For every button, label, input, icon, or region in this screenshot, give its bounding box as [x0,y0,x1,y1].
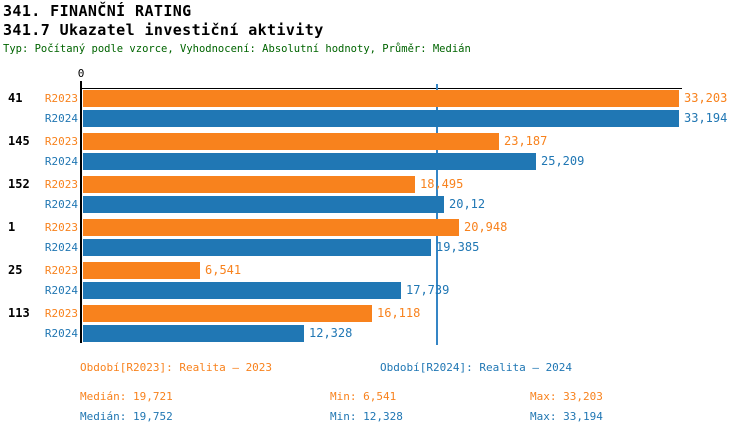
value-label-r2024: 25,209 [541,154,585,168]
value-label-r2024: 33,194 [684,111,728,125]
series-label-r2023: R2023 [44,92,78,105]
value-label-r2024: 17,739 [406,283,450,297]
series-label-r2024: R2024 [44,327,78,340]
category-label: 145 [8,134,30,148]
category-label: 41 [8,91,23,105]
stats-min-r2024: Min: 12,328 [330,410,403,423]
bar-r2024 [83,110,679,127]
category-label: 113 [8,306,30,320]
bar-r2023 [83,133,499,150]
bar-r2023 [83,219,459,236]
report-subtitle: 341.7 Ukazatel investiční aktivity [3,21,324,39]
report-title: 341. FINANČNÍ RATING [3,2,192,20]
value-label-r2023: 16,118 [377,306,421,320]
chart-config-line: Typ: Počítaný podle vzorce, Vyhodnocení:… [3,43,471,55]
series-label-r2024: R2024 [44,155,78,168]
series-label-r2024: R2024 [44,241,78,254]
bar-r2023 [83,305,372,322]
bar-r2024 [83,153,536,170]
series-label-r2023: R2023 [44,221,78,234]
bar-r2024 [83,282,401,299]
bar-r2024 [83,325,304,342]
value-label-r2023: 20,948 [464,220,508,234]
series-label-r2024: R2024 [44,112,78,125]
category-label: 1 [8,220,16,234]
series-label-r2024: R2024 [44,284,78,297]
series-label-r2024: R2024 [44,198,78,211]
bar-r2023 [83,176,415,193]
zero-tick-label: 0 [77,67,85,80]
stats-median-r2024: Medián: 19,752 [80,410,173,423]
series-label-r2023: R2023 [44,178,78,191]
stats-min-r2023: Min: 6,541 [330,390,397,403]
y-axis-line [80,88,82,343]
value-label-r2024: 12,328 [309,326,353,340]
legend-r2024: Období[R2024]: Realita – 2024 [380,361,573,374]
value-label-r2024: 19,385 [436,240,480,254]
stats-max-r2023: Max: 33,203 [530,390,603,403]
stats-max-r2024: Max: 33,194 [530,410,603,423]
series-label-r2023: R2023 [44,264,78,277]
bar-r2024 [83,239,431,256]
series-label-r2023: R2023 [44,135,78,148]
legend-r2023: Období[R2023]: Realita – 2023 [80,361,273,374]
median-line [436,84,438,345]
bar-r2023 [83,262,200,279]
value-label-r2023: 23,187 [504,134,548,148]
bar-r2024 [83,196,444,213]
value-label-r2023: 6,541 [205,263,242,277]
value-label-r2023: 18,495 [420,177,464,191]
category-label: 25 [8,263,23,277]
series-label-r2023: R2023 [44,307,78,320]
value-label-r2024: 20,12 [449,197,486,211]
x-axis-line [80,88,682,89]
stats-median-r2023: Medián: 19,721 [80,390,173,403]
value-label-r2023: 33,203 [684,91,728,105]
category-label: 152 [8,177,30,191]
zero-tick-mark [80,81,82,88]
bar-r2023 [83,90,679,107]
